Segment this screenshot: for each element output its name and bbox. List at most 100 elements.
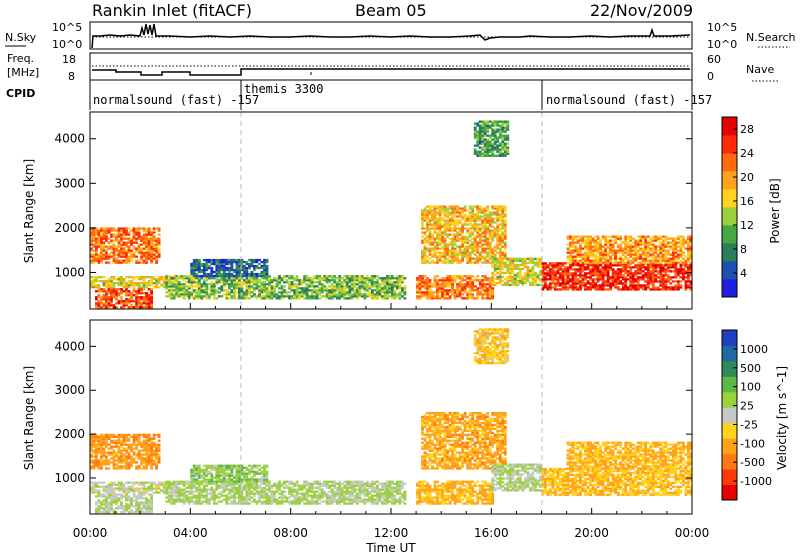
power-cell xyxy=(614,286,617,289)
velocity-cell xyxy=(115,443,118,446)
power-cell xyxy=(496,122,500,125)
power-cell xyxy=(488,297,492,300)
power-cell xyxy=(458,219,462,222)
power-cell xyxy=(443,291,447,294)
power-cell xyxy=(491,257,495,260)
power-cell xyxy=(604,259,607,262)
power-cell xyxy=(127,247,131,250)
power-cell xyxy=(135,229,138,232)
power-cell xyxy=(318,279,322,282)
power-cell xyxy=(458,261,462,264)
power-cell xyxy=(165,279,169,282)
power-cell xyxy=(190,264,194,268)
power-cell xyxy=(160,276,163,279)
power-cell xyxy=(145,261,148,264)
power-cell xyxy=(220,264,224,268)
power-cell xyxy=(508,257,512,260)
power-cell xyxy=(107,255,111,258)
power-cell xyxy=(599,278,602,281)
power-cell xyxy=(386,275,389,278)
power-cell xyxy=(604,241,607,244)
power-cell xyxy=(611,284,615,287)
power-cell xyxy=(594,266,597,269)
power-cell xyxy=(323,277,327,280)
power-cell xyxy=(157,233,161,236)
power-cell xyxy=(170,285,174,288)
velocity-cell xyxy=(135,447,138,450)
power-cell xyxy=(132,231,136,234)
power-cell xyxy=(539,265,542,269)
power-cell xyxy=(386,293,389,296)
power-cell xyxy=(315,285,319,288)
velocity-cell xyxy=(117,435,121,438)
power-cell xyxy=(659,245,663,248)
power-cell xyxy=(498,152,502,155)
power-cell xyxy=(649,278,653,281)
power-cell xyxy=(561,288,565,291)
power-cell xyxy=(471,241,475,244)
power-cell xyxy=(135,241,138,244)
power-cell xyxy=(483,219,487,222)
power-cell xyxy=(441,295,444,298)
power-cell xyxy=(448,255,452,258)
power-cell xyxy=(506,122,510,125)
power-cell xyxy=(483,291,487,294)
power-cell xyxy=(112,235,116,238)
power-cell xyxy=(358,291,362,294)
power-cell xyxy=(619,243,623,246)
power-cell xyxy=(631,261,635,264)
power-cell xyxy=(556,262,560,265)
power-cell xyxy=(579,284,582,287)
power-cell xyxy=(566,282,570,285)
power-cell xyxy=(581,235,585,238)
power-cell xyxy=(664,261,668,264)
power-cell xyxy=(687,251,690,254)
power-cell xyxy=(433,285,437,288)
power-cell xyxy=(426,225,429,228)
power-cell xyxy=(516,275,520,279)
power-cell xyxy=(127,239,131,242)
power-cell xyxy=(671,259,675,262)
power-cell xyxy=(228,258,231,262)
power-cell xyxy=(571,249,575,252)
power-cell xyxy=(551,282,555,285)
power-cell xyxy=(217,287,221,290)
power-cell xyxy=(263,268,266,272)
power-cell xyxy=(541,262,545,265)
power-cell xyxy=(661,255,665,258)
power-cell xyxy=(503,215,507,218)
power-cell xyxy=(238,287,241,290)
power-cell xyxy=(320,277,324,280)
power-cell xyxy=(624,278,628,281)
power-cell xyxy=(481,140,485,143)
power-cell xyxy=(614,261,617,264)
power-cell xyxy=(175,285,179,288)
power-cell xyxy=(240,258,244,262)
power-cell xyxy=(441,255,444,258)
power-cell xyxy=(112,288,116,291)
power-cell xyxy=(150,280,153,283)
velocity-cell xyxy=(155,443,158,446)
power-cell xyxy=(426,289,429,292)
power-cell xyxy=(491,207,495,210)
power-cell xyxy=(125,229,128,232)
power-cell xyxy=(549,264,552,267)
power-cell xyxy=(616,288,620,291)
power-cell xyxy=(436,251,439,254)
power-cell xyxy=(586,257,590,260)
power-cell xyxy=(250,260,254,264)
power-cell xyxy=(343,285,347,288)
power-cell xyxy=(100,235,103,238)
power-cell xyxy=(177,287,181,290)
power-cell xyxy=(659,249,663,252)
power-cell xyxy=(571,251,575,254)
power-cell xyxy=(581,255,585,258)
power-cell xyxy=(599,288,602,291)
power-cell xyxy=(290,277,294,280)
power-cell xyxy=(436,233,439,236)
power-cell xyxy=(318,293,322,296)
power-cell xyxy=(471,247,475,250)
power-cell xyxy=(458,215,462,218)
power-cell xyxy=(145,294,148,297)
power-cell xyxy=(157,247,161,250)
